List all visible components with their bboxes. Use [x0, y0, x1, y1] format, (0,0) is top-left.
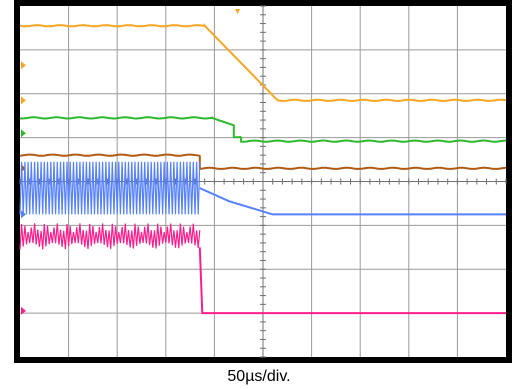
- trace-orange: [19, 23, 507, 102]
- channel-marker-blue: [21, 210, 26, 219]
- trace-green: [19, 116, 507, 143]
- trace-blue: [199, 187, 506, 216]
- trace-pink: [198, 247, 506, 315]
- channel-marker-green: [21, 129, 26, 138]
- timebase-label: 50µs/div.: [227, 368, 291, 385]
- trigger-level-marker: [21, 61, 26, 70]
- trace-brown: [19, 153, 507, 170]
- trace-blue-burst: [19, 161, 201, 215]
- channel-marker-orange: [21, 96, 26, 105]
- trigger-position-marker: [235, 9, 240, 14]
- channel-marker-pink: [21, 306, 26, 315]
- trace-pink-burst: [19, 223, 201, 250]
